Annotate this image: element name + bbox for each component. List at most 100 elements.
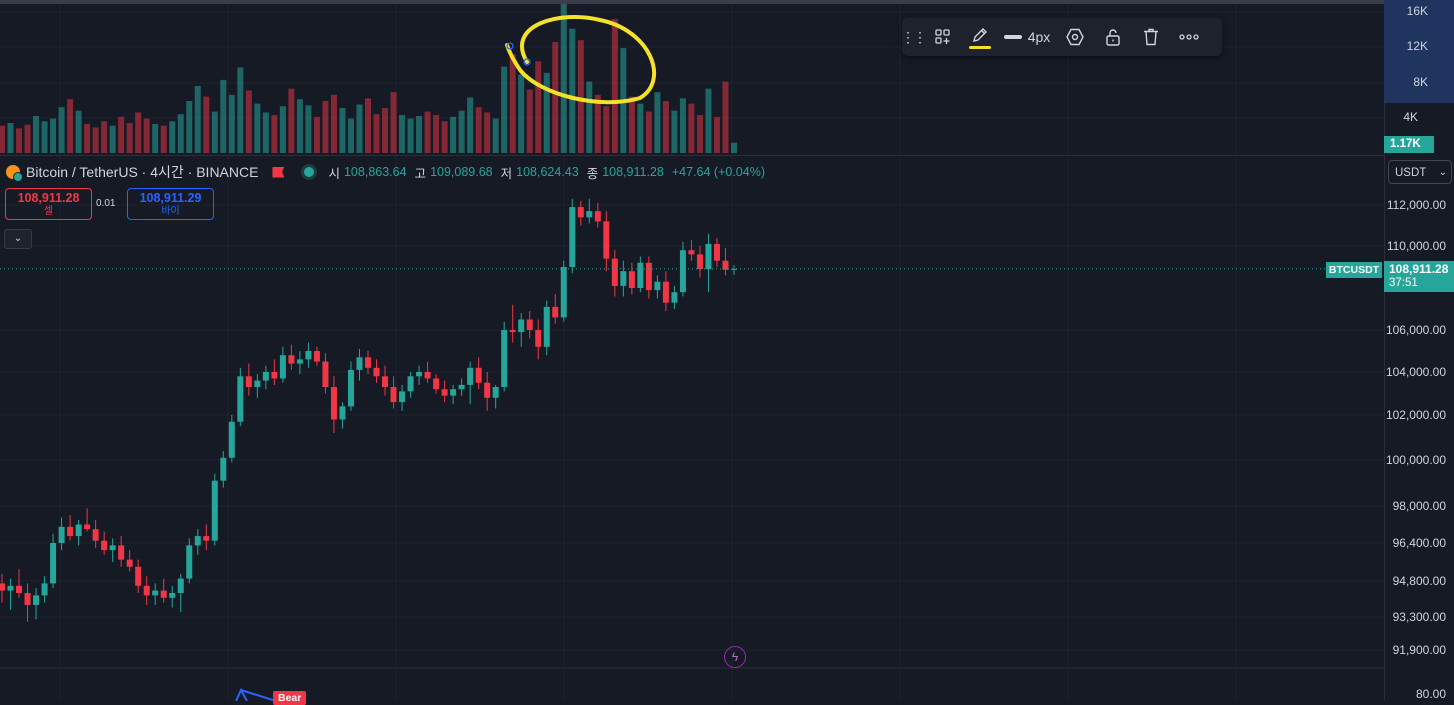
candle-body: [552, 306, 559, 318]
bar-countdown: 37:51: [1389, 277, 1418, 289]
candle-body: [620, 271, 627, 286]
volume-bar: [696, 115, 703, 153]
candle-body: [458, 384, 465, 390]
bear-indicator-label: Bear: [273, 691, 307, 705]
delete-button[interactable]: [1132, 18, 1170, 56]
lock-button[interactable]: [1094, 18, 1132, 56]
drawing-toolbar: ⋮⋮ 4px: [901, 18, 1222, 56]
volume-bar: [322, 101, 329, 153]
line-color-button[interactable]: [962, 18, 998, 56]
volume-bar: [645, 111, 652, 153]
candle-body: [101, 540, 108, 551]
pane-separator[interactable]: [0, 155, 1384, 156]
volume-bar: [467, 97, 474, 153]
candle-body: [58, 526, 65, 543]
volume-bar: [688, 103, 695, 153]
settings-button[interactable]: [1056, 18, 1094, 56]
candle-body: [16, 585, 23, 593]
volume-bar: [24, 124, 31, 153]
volume-bar: [382, 108, 389, 153]
template-icon: [935, 29, 950, 44]
low-key: 저: [500, 166, 513, 181]
drag-handle-icon[interactable]: ⋮⋮: [901, 28, 927, 45]
volume-bar: [279, 106, 286, 153]
sell-button[interactable]: 108,911.28 셀: [5, 188, 92, 220]
volume-bar: [441, 121, 448, 153]
volume-bar: [220, 79, 227, 153]
settings-hexagon-icon: [1066, 28, 1084, 46]
volume-bar: [705, 88, 712, 153]
candle-body: [441, 389, 448, 396]
more-button[interactable]: [1170, 18, 1208, 56]
volume-bar: [365, 98, 371, 153]
candle-body: [467, 367, 474, 385]
candle-body: [7, 585, 14, 591]
symbol-title[interactable]: Bitcoin / TetherUS · 4시간 · BINANCE: [26, 164, 259, 180]
symbol-legend[interactable]: Bitcoin / TetherUS · 4시간 · BINANCE 시 108,…: [6, 162, 769, 182]
flag-icon[interactable]: [272, 166, 285, 178]
lightning-icon[interactable]: ϟ: [724, 646, 746, 668]
candle-body: [330, 387, 337, 420]
price-axis-label: 104,000.00: [1385, 365, 1446, 379]
candle-body: [262, 372, 269, 381]
volume-bar: [671, 110, 678, 153]
market-open-icon: [304, 167, 315, 177]
open-value: 108,863.64: [343, 165, 407, 179]
candle-body: [611, 258, 618, 286]
candle-body: [50, 543, 57, 584]
volume-axis-label: 12K: [1406, 39, 1428, 53]
candle-body: [67, 526, 74, 537]
candle-body: [492, 387, 499, 398]
volume-bar: [271, 115, 278, 153]
volume-bar: [262, 112, 269, 153]
volume-bar: [186, 101, 193, 153]
volume-bar: [313, 116, 320, 153]
volume-bar: [169, 121, 176, 153]
volume-bar: [84, 123, 91, 153]
volume-bar: [50, 118, 57, 153]
volume-bar: [160, 125, 167, 153]
candle-body: [399, 391, 406, 403]
candle-body: [211, 480, 218, 541]
template-button[interactable]: [924, 18, 962, 56]
open-key: 시: [328, 166, 340, 181]
volume-bar: [339, 108, 346, 153]
volume-bar: [586, 81, 593, 153]
currency-select[interactable]: USDT ⌄: [1388, 160, 1452, 184]
volume-bar: [211, 111, 218, 153]
volume-bar: [679, 98, 686, 153]
volume-bar: [245, 90, 252, 153]
candle-body: [41, 583, 48, 596]
candle-body: [203, 536, 210, 541]
volume-bar: [611, 19, 618, 153]
top-border: [0, 0, 1454, 4]
last-volume-badge: 1.17K: [1384, 136, 1434, 153]
candle-body: [169, 593, 176, 598]
chevron-down-icon: ⌄: [13, 233, 23, 244]
candle-body: [237, 376, 244, 422]
candle-body: [560, 267, 567, 318]
line-width-button[interactable]: 4px: [998, 18, 1056, 56]
candle-body: [731, 268, 737, 270]
candle-body: [705, 243, 712, 270]
candle-body: [143, 585, 150, 596]
volume-bar: [433, 115, 440, 153]
candle-body: [365, 357, 371, 368]
collapse-legend-button[interactable]: ⌄: [4, 229, 32, 249]
unlock-icon: [1106, 29, 1120, 46]
candle-body: [152, 590, 159, 596]
volume-bar: [526, 89, 533, 153]
volume-bar: [237, 67, 244, 153]
price-axis-label: 91,900.00: [1392, 643, 1446, 657]
low-value: 108,624.43: [516, 165, 579, 179]
candle-body: [679, 250, 686, 293]
volume-bar: [41, 121, 48, 153]
candle-body: [501, 330, 508, 388]
volume-bar: [731, 142, 737, 153]
trash-icon: [1144, 28, 1158, 46]
volume-bar: [16, 128, 23, 153]
buy-button[interactable]: 108,911.29 바이: [127, 188, 214, 220]
price-axis-label: 112,000.00: [1386, 198, 1446, 212]
volume-bar: [33, 115, 40, 153]
